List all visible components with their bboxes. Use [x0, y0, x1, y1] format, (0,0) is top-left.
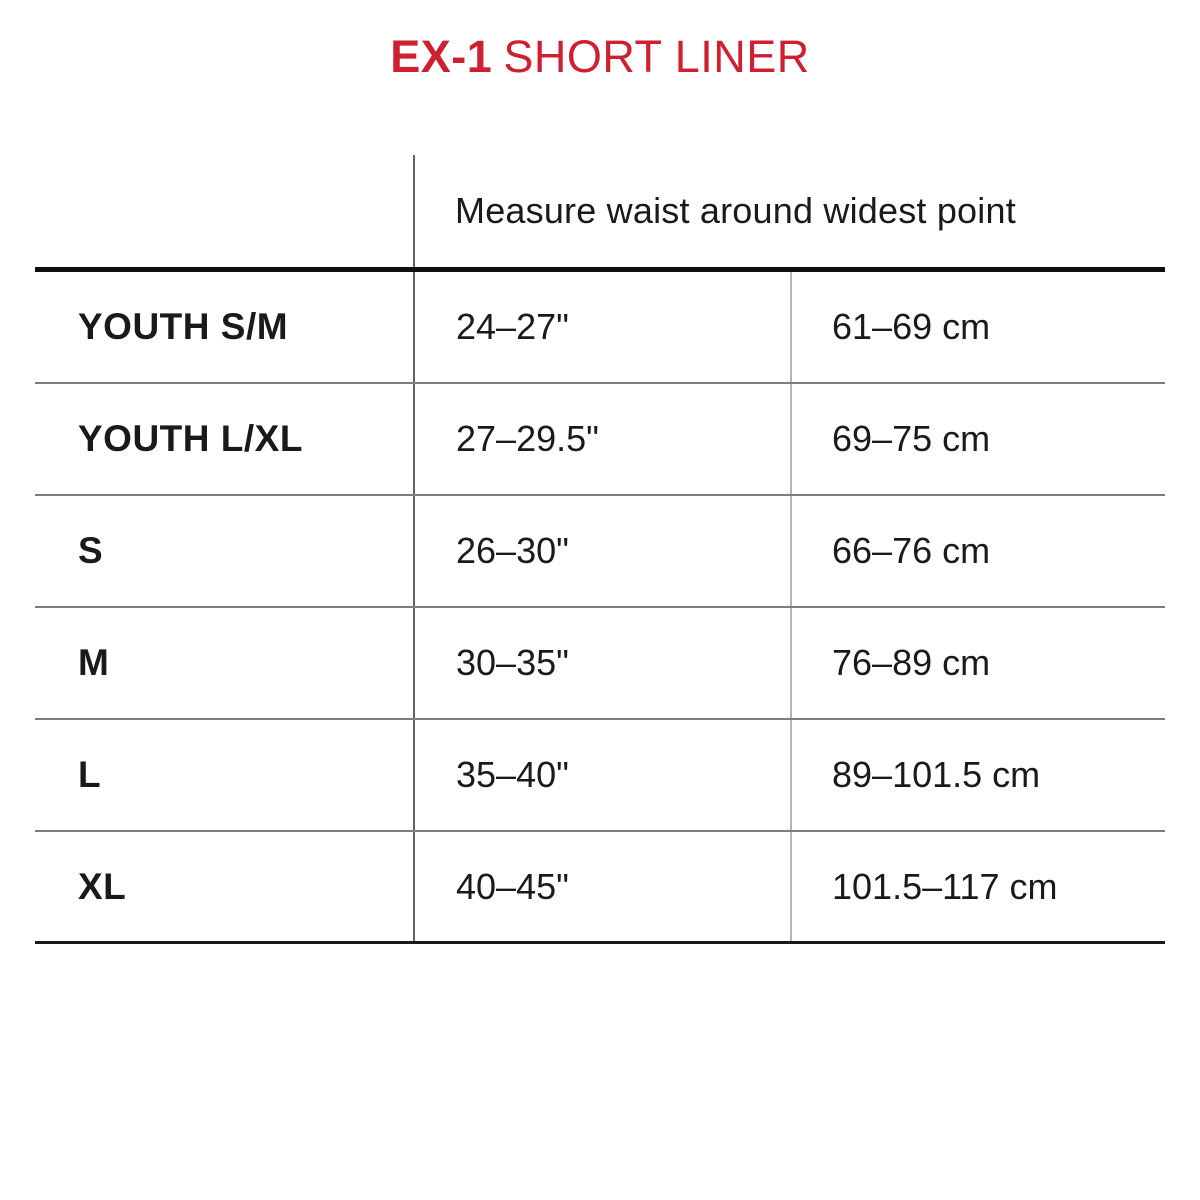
cm-value: 69–75 cm: [790, 384, 1165, 494]
size-label: L: [78, 754, 102, 795]
cm-value: 61–69 cm: [790, 272, 1165, 382]
size-label: XL: [78, 865, 127, 907]
product-name: SHORT LINER: [503, 31, 810, 82]
header-size-spacer: [35, 155, 413, 267]
page-title: EX-1 SHORT LINER: [0, 34, 1200, 79]
cm-value: 66–76 cm: [790, 496, 1165, 606]
inches-value: 27–29.5": [413, 384, 790, 494]
table-row: YOUTH S/M 24–27" 61–69 cm: [35, 272, 1165, 384]
product-model: EX-1: [390, 31, 493, 82]
inches-value: 26–30": [413, 496, 790, 606]
table-row: S 26–30" 66–76 cm: [35, 496, 1165, 608]
table-row: YOUTH L/XL 27–29.5" 69–75 cm: [35, 384, 1165, 496]
inches-value: 35–40": [413, 720, 790, 830]
cm-value: 76–89 cm: [790, 608, 1165, 718]
header-divider-rule: [35, 267, 1165, 272]
size-label: YOUTH S/M: [78, 306, 289, 347]
cm-value: 101.5–117 cm: [790, 832, 1165, 941]
inches-value: 24–27": [413, 272, 790, 382]
table-row: M 30–35" 76–89 cm: [35, 608, 1165, 720]
table-row: L 35–40" 89–101.5 cm: [35, 720, 1165, 832]
inches-value: 30–35": [413, 608, 790, 718]
inches-value: 40–45": [413, 832, 790, 941]
measure-instruction: Measure waist around widest point: [413, 155, 1165, 267]
cm-value: 89–101.5 cm: [790, 720, 1165, 830]
table-header-row: Measure waist around widest point: [35, 155, 1165, 267]
size-label: M: [78, 642, 110, 683]
size-chart-table: Measure waist around widest point YOUTH …: [35, 155, 1165, 944]
size-label: S: [78, 530, 104, 571]
table-row: XL 40–45" 101.5–117 cm: [35, 832, 1165, 944]
size-label: YOUTH L/XL: [78, 418, 303, 459]
